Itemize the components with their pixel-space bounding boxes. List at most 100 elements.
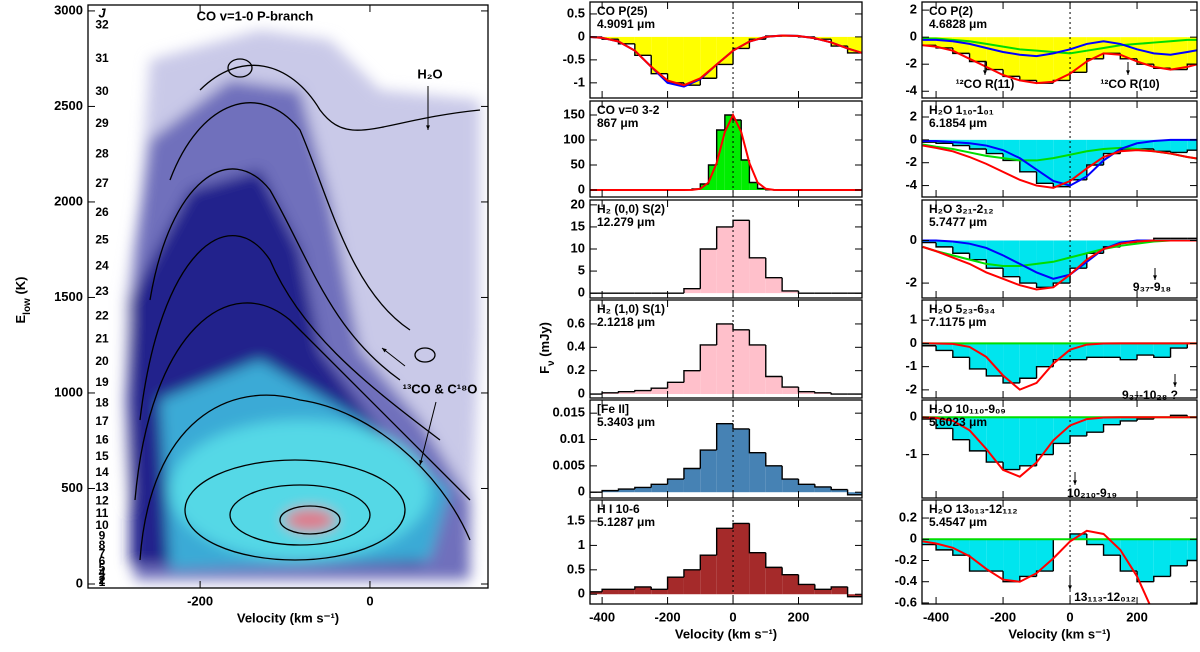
bar: [602, 36, 619, 40]
y-tick-label: 0: [578, 484, 585, 499]
histogram-step: [952, 350, 970, 359]
bar: [1036, 343, 1054, 367]
y-tick-label: -4: [905, 83, 917, 98]
y-tick-label: 0.5: [567, 5, 585, 20]
histogram-step: [1035, 570, 1054, 577]
bar: [1003, 539, 1020, 582]
bar: [1003, 343, 1020, 383]
histogram-step: [985, 259, 1004, 269]
bar: [1019, 539, 1037, 577]
bar: [1036, 240, 1054, 288]
y-axis-label-part: (K): [13, 276, 28, 298]
x-tick-label: -200: [655, 609, 681, 624]
line-label: CO v=0 3-2: [597, 103, 660, 117]
bar: [1120, 417, 1138, 421]
histogram-step: [650, 55, 668, 75]
line-label: [Fe II]: [597, 402, 629, 416]
j-level-label: 30: [95, 84, 109, 98]
j-level-label: 15: [95, 449, 109, 463]
histogram-step: [1002, 69, 1020, 78]
bar: [1053, 240, 1071, 284]
bar: [1086, 139, 1104, 165]
bar: [618, 489, 635, 493]
y-tick-label: -2: [905, 56, 917, 71]
plot-area: [922, 400, 1197, 498]
x-axis-label: Velocity (km s⁻¹): [675, 626, 777, 641]
histogram-step: [1019, 160, 1037, 173]
model-curve: [590, 34, 862, 87]
bar: [814, 486, 832, 493]
x-tick-label: 0: [366, 593, 373, 608]
histogram-step: [797, 574, 815, 586]
axes-frame: [921, 100, 1198, 198]
histogram-step: [781, 277, 799, 292]
bar: [1019, 240, 1037, 284]
bar: [831, 586, 848, 595]
bar: [716, 36, 734, 65]
bar: [667, 479, 684, 493]
x-tick-label: 0: [1066, 609, 1073, 624]
line-label: H₂O 3₂₁-2₁₂: [929, 202, 994, 216]
histogram-step: [952, 246, 970, 254]
histogram-step: [1019, 377, 1037, 383]
bar: [1170, 539, 1188, 566]
y-tick-label: 500: [61, 480, 83, 495]
histogram-step: [968, 53, 987, 63]
histogram-step: [650, 586, 668, 591]
axes-frame: [589, 299, 863, 399]
histogram-step: [699, 449, 717, 469]
histogram-step: [1119, 357, 1138, 361]
y-tick-label: -0.6: [895, 594, 917, 609]
histogram-step: [968, 555, 987, 572]
bar: [1053, 139, 1071, 187]
bar: [1086, 343, 1104, 358]
histogram-step: [1069, 435, 1087, 444]
y-axis-label: Fν (mJy): [537, 322, 557, 374]
histogram-step: [634, 43, 652, 56]
axes-frame: [589, 1, 863, 99]
bar: [765, 465, 783, 493]
bar: [782, 290, 799, 294]
bar: [1170, 238, 1188, 241]
arrow-head: [983, 70, 987, 75]
bar: [683, 468, 701, 493]
y-tick-label: 0.015: [552, 405, 585, 420]
j-level-label: 25: [95, 232, 109, 246]
y-tick-label: 0.005: [552, 457, 585, 472]
histogram-step: [715, 423, 734, 451]
y-tick-label: 0.6: [567, 315, 585, 330]
line-label: 5.4547 μm: [929, 515, 987, 529]
bar: [1153, 37, 1171, 69]
bar: [1187, 238, 1197, 241]
histogram-step: [846, 586, 862, 598]
histogram-step: [650, 387, 668, 391]
plot-area: [922, 2, 1197, 98]
bar: [1086, 539, 1104, 545]
bar: [765, 376, 783, 395]
y-tick-label: 0: [910, 232, 917, 247]
bar: [667, 577, 684, 595]
line-label: H₂ (0,0) S(2): [597, 202, 665, 216]
emission-map: [125, 30, 481, 580]
axes-frame: [921, 1, 1198, 99]
y-axis-label-part: F: [537, 366, 552, 374]
bar: [986, 417, 1004, 463]
histogram-step: [1002, 268, 1020, 278]
axes-frame: [921, 199, 1198, 299]
bar: [716, 528, 734, 595]
bar: [618, 36, 635, 44]
y-tick-label: 1: [578, 537, 585, 552]
bar: [1070, 139, 1087, 180]
y-tick-label: 2: [910, 2, 917, 17]
line-label: 5.6023 μm: [929, 415, 987, 429]
y-tick-label: 0.4: [567, 339, 586, 354]
annotation: H₂O: [417, 66, 442, 81]
histogram-step: [1052, 282, 1071, 288]
y-tick-label: -1: [905, 358, 917, 373]
annotation-arrow: [419, 401, 437, 466]
model-curve: [922, 37, 1197, 55]
y-tick-label: 2: [910, 108, 917, 123]
y-tick-label: -0.4: [895, 573, 918, 588]
y-tick-label: 0.2: [567, 362, 585, 377]
histogram-step: [1052, 442, 1071, 455]
